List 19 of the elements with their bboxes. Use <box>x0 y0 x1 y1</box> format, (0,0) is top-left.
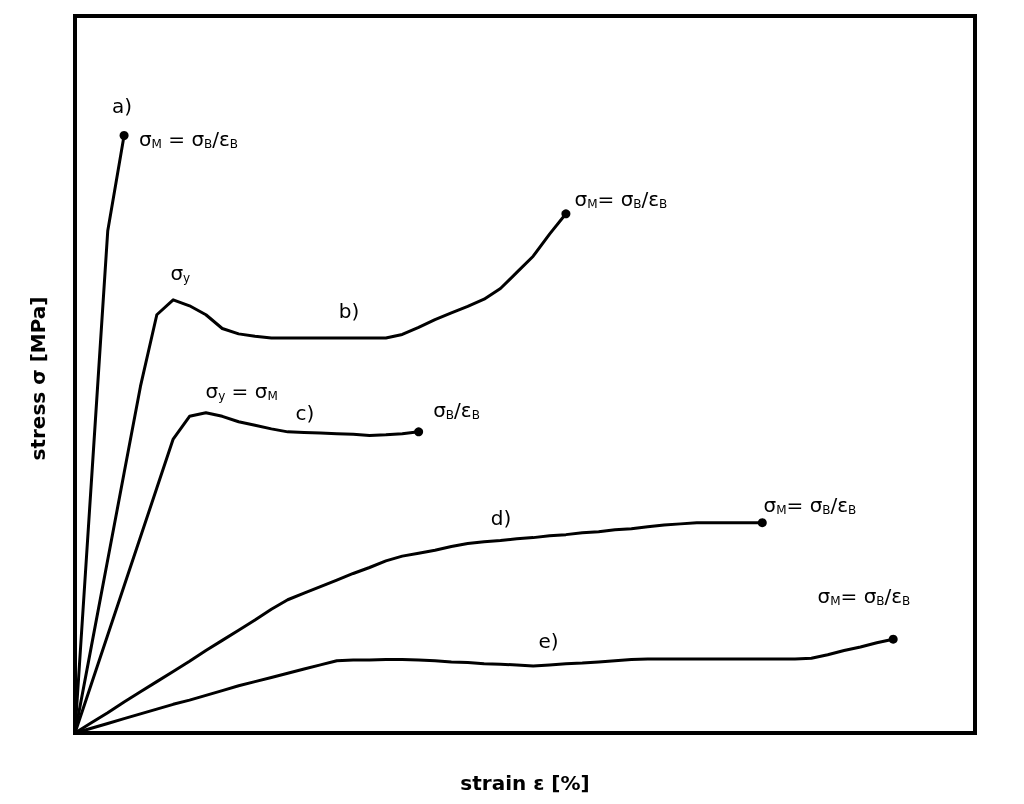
annotation: σy = σM <box>205 378 278 403</box>
point <box>119 131 129 140</box>
annotation: σB/εB <box>433 398 480 423</box>
annotation: σM= σB/εB <box>763 493 857 518</box>
point <box>561 209 571 219</box>
x-axis-title: strain ε [%] <box>460 771 590 795</box>
annotation: σy <box>170 261 191 286</box>
annotation: d) <box>490 505 512 530</box>
annotation: σM = σB/εB <box>138 126 239 151</box>
annotation: σM= σB/εB <box>574 186 668 211</box>
point <box>888 634 898 644</box>
annotation: e) <box>538 628 559 653</box>
annotation: c) <box>295 401 315 426</box>
text: a) <box>111 93 132 118</box>
y-axis-title: stress σ [MPa] <box>26 296 50 461</box>
point <box>757 518 767 528</box>
annotation: b) <box>338 299 360 324</box>
point <box>414 427 424 437</box>
annotation: σM= σB/εB <box>817 584 911 608</box>
